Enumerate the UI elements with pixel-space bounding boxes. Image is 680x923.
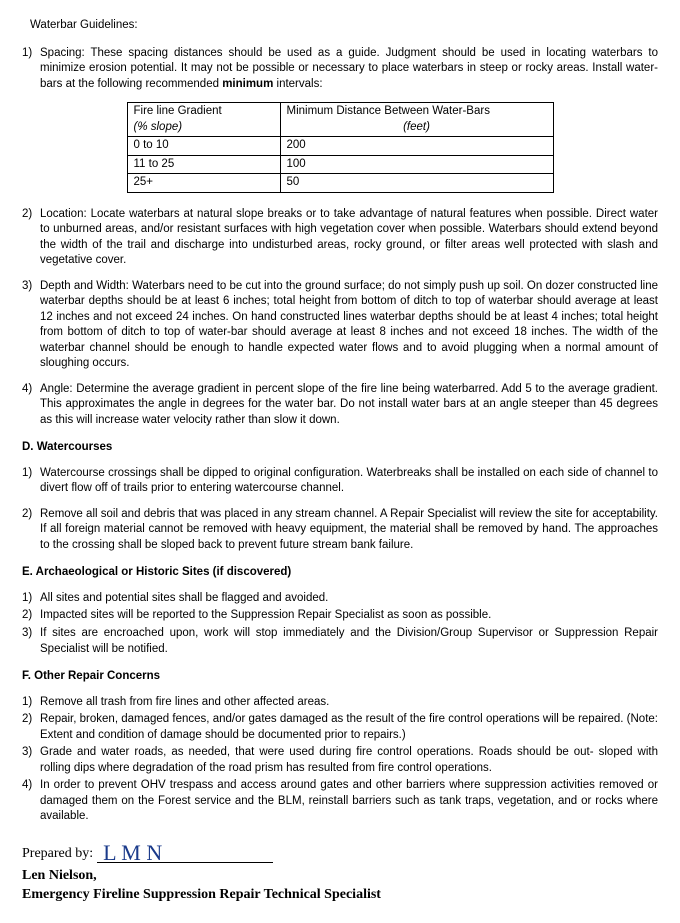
item-number: 2) <box>22 608 40 624</box>
cell-gradient: 11 to 25 <box>127 155 280 174</box>
header-line2: (% slope) <box>134 121 183 133</box>
item-number: 4) <box>22 382 40 429</box>
item-number: 3) <box>22 279 40 372</box>
location-item: 2) Location: Locate waterbars at natural… <box>22 207 658 269</box>
repair-item-2: 2) Repair, broken, damaged fences, and/o… <box>22 712 658 743</box>
item-number: 1) <box>22 695 40 711</box>
header-line1: Fire line Gradient <box>134 105 222 117</box>
item-number: 2) <box>22 207 40 269</box>
item-text: Spacing: These spacing distances should … <box>40 46 658 93</box>
item-number: 3) <box>22 745 40 776</box>
signature-block: Prepared by: L M N Len Nielson, Emergenc… <box>22 843 658 906</box>
depth-width-item: 3) Depth and Width: Waterbars need to be… <box>22 279 658 372</box>
item-number: 1) <box>22 591 40 607</box>
spacing-table: Fire line Gradient (% slope) Minimum Dis… <box>127 102 554 193</box>
watercourse-item-1: 1) Watercourse crossings shall be dipped… <box>22 466 658 497</box>
header-distance: Minimum Distance Between Water-Bars (fee… <box>280 103 553 137</box>
table-row: 0 to 10 200 <box>127 137 553 156</box>
repair-item-4: 4) In order to prevent OHV trespass and … <box>22 778 658 825</box>
item-text: Repair, broken, damaged fences, and/or g… <box>40 712 658 743</box>
item-text: Angle: Determine the average gradient in… <box>40 382 658 429</box>
header-line1: Minimum Distance Between Water-Bars <box>287 105 490 117</box>
cell-distance: 200 <box>280 137 553 156</box>
table-row: 11 to 25 100 <box>127 155 553 174</box>
item-number: 1) <box>22 46 40 93</box>
table-row: 25+ 50 <box>127 174 553 193</box>
arch-item-1: 1) All sites and potential sites shall b… <box>22 591 658 607</box>
spacing-item: 1) Spacing: These spacing distances shou… <box>22 46 658 93</box>
waterbar-guidelines-title: Waterbar Guidelines: <box>30 18 658 34</box>
item-text: Remove all trash from fire lines and oth… <box>40 695 658 711</box>
cell-distance: 100 <box>280 155 553 174</box>
header-gradient: Fire line Gradient (% slope) <box>127 103 280 137</box>
signature-script: L M N <box>97 843 273 864</box>
item-text: Impacted sites will be reported to the S… <box>40 608 658 624</box>
header-line2: (feet) <box>287 120 547 136</box>
repair-item-3: 3) Grade and water roads, as needed, tha… <box>22 745 658 776</box>
cell-distance: 50 <box>280 174 553 193</box>
section-f-heading: F. Other Repair Concerns <box>22 669 658 685</box>
item-number: 3) <box>22 626 40 657</box>
item-number: 2) <box>22 712 40 743</box>
item-text: Remove all soil and debris that was plac… <box>40 507 658 554</box>
arch-item-3: 3) If sites are encroached upon, work wi… <box>22 626 658 657</box>
item-text: All sites and potential sites shall be f… <box>40 591 658 607</box>
repair-item-1: 1) Remove all trash from fire lines and … <box>22 695 658 711</box>
item-text: In order to prevent OHV trespass and acc… <box>40 778 658 825</box>
signature-title: Emergency Fireline Suppression Repair Te… <box>22 886 658 905</box>
item-number: 1) <box>22 466 40 497</box>
item-text: Watercourse crossings shall be dipped to… <box>40 466 658 497</box>
signature-line: Prepared by: L M N <box>22 843 658 864</box>
table-header-row: Fire line Gradient (% slope) Minimum Dis… <box>127 103 553 137</box>
cell-gradient: 25+ <box>127 174 280 193</box>
arch-item-2: 2) Impacted sites will be reported to th… <box>22 608 658 624</box>
watercourse-item-2: 2) Remove all soil and debris that was p… <box>22 507 658 554</box>
section-d-heading: D. Watercourses <box>22 440 658 456</box>
section-e-heading: E. Archaeological or Historic Sites (if … <box>22 565 658 581</box>
item-text: If sites are encroached upon, work will … <box>40 626 658 657</box>
signature-name: Len Nielson, <box>22 867 658 886</box>
prepared-by-label: Prepared by: <box>22 845 93 864</box>
item-text: Location: Locate waterbars at natural sl… <box>40 207 658 269</box>
item-number: 2) <box>22 507 40 554</box>
text-bold: minimum <box>222 78 273 90</box>
item-text: Depth and Width: Waterbars need to be cu… <box>40 279 658 372</box>
angle-item: 4) Angle: Determine the average gradient… <box>22 382 658 429</box>
item-text: Grade and water roads, as needed, that w… <box>40 745 658 776</box>
text-part-a: Spacing: These spacing distances should … <box>40 47 658 90</box>
text-part-b: intervals: <box>273 78 322 90</box>
item-number: 4) <box>22 778 40 825</box>
cell-gradient: 0 to 10 <box>127 137 280 156</box>
